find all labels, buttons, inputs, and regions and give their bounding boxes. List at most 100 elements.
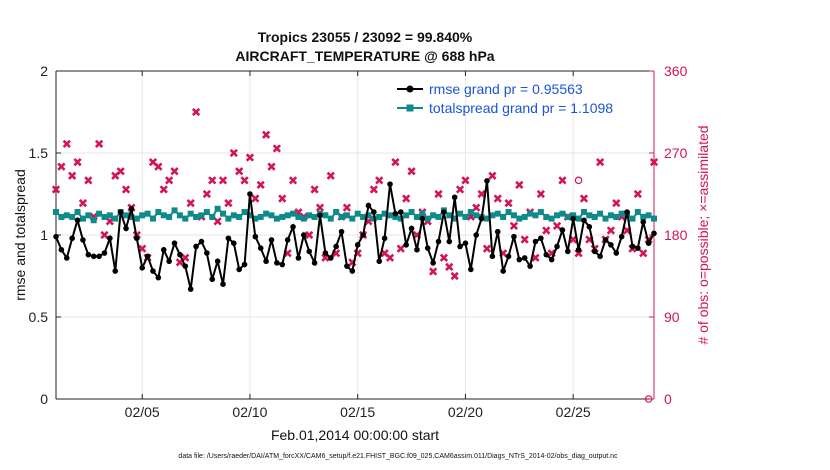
x-axis-label: Feb.01,2014 00:00:00 start bbox=[271, 427, 439, 443]
assimilated-marker-stroke bbox=[380, 249, 389, 258]
rmse-point bbox=[387, 181, 393, 187]
rmse-point bbox=[570, 215, 576, 222]
assimilated-marker-stroke bbox=[439, 253, 449, 262]
y-tick-label-left: 1 bbox=[40, 227, 48, 243]
totalspread-point bbox=[586, 212, 593, 219]
rmse-point bbox=[187, 286, 194, 292]
totalspread-point bbox=[483, 215, 490, 222]
assimilated-marker-stroke bbox=[375, 176, 384, 185]
assimilated-marker bbox=[536, 189, 545, 199]
assimilated-marker-stroke bbox=[569, 235, 578, 244]
assimilated-marker bbox=[461, 176, 470, 185]
rmse-point bbox=[581, 217, 587, 224]
assimilated-marker-stroke bbox=[256, 180, 265, 190]
totalspread-point bbox=[230, 212, 237, 219]
assimilated-marker bbox=[73, 157, 82, 167]
totalspread-point bbox=[171, 207, 178, 214]
assimilated-marker-stroke bbox=[488, 171, 497, 180]
assimilated-markers bbox=[51, 107, 659, 281]
assimilated-marker-stroke bbox=[504, 198, 513, 208]
rmse-point bbox=[435, 238, 442, 245]
totalspread-point bbox=[381, 210, 388, 217]
assimilated-marker bbox=[278, 194, 287, 203]
rmse-point bbox=[521, 255, 528, 261]
rmse-point bbox=[392, 210, 399, 217]
totalspread-point bbox=[236, 213, 243, 220]
possible-marker bbox=[644, 395, 653, 403]
totalspread-point bbox=[424, 215, 431, 222]
totalspread-point bbox=[284, 212, 291, 219]
totalspread-series bbox=[53, 205, 657, 224]
assimilated-marker-stroke bbox=[272, 144, 282, 153]
rmse-point bbox=[468, 266, 474, 273]
assimilated-marker-stroke bbox=[434, 189, 443, 199]
rmse-point bbox=[209, 276, 216, 283]
totalspread-point bbox=[376, 213, 383, 220]
assimilated-marker bbox=[558, 176, 567, 185]
rmse-point bbox=[538, 235, 544, 242]
y-tick-label-right: 360 bbox=[664, 63, 688, 79]
rmse-point bbox=[565, 248, 571, 255]
assimilated-marker bbox=[235, 167, 244, 176]
assimilated-marker bbox=[612, 198, 621, 208]
assimilated-marker bbox=[68, 171, 77, 180]
assimilated-marker bbox=[493, 194, 502, 203]
rmse-point bbox=[284, 237, 291, 243]
totalspread-point bbox=[413, 213, 420, 220]
assimilated-marker-stroke bbox=[326, 171, 335, 180]
rmse-point bbox=[193, 243, 199, 250]
assimilated-marker-stroke bbox=[536, 189, 545, 199]
totalspread-point bbox=[209, 213, 216, 220]
rmse-line bbox=[55, 180, 655, 290]
rmse-point bbox=[381, 235, 388, 242]
assimilated-marker-stroke bbox=[213, 217, 222, 226]
rmse-point bbox=[204, 250, 210, 256]
totalspread-point bbox=[365, 212, 372, 219]
totalspread-point bbox=[241, 209, 248, 216]
assimilated-marker bbox=[310, 185, 319, 194]
assimilated-marker bbox=[305, 230, 314, 240]
rmse-point bbox=[629, 243, 636, 250]
rmse-point bbox=[489, 253, 496, 260]
rmse-point bbox=[349, 268, 356, 274]
assimilated-marker bbox=[428, 267, 438, 276]
rmse-point bbox=[268, 237, 275, 243]
rmse-point bbox=[543, 251, 550, 258]
assimilated-marker-stroke bbox=[208, 176, 217, 185]
rmse-point bbox=[608, 242, 614, 248]
assimilated-marker bbox=[57, 162, 66, 171]
assimilated-marker-stroke bbox=[148, 157, 158, 167]
assimilated-marker bbox=[267, 162, 276, 171]
assimilated-marker bbox=[434, 189, 443, 199]
totalspread-point bbox=[467, 209, 474, 216]
footnote: data file: /Users/raeder/DAI/ATM_forcXX/… bbox=[178, 453, 618, 460]
totalspread-point bbox=[403, 212, 410, 219]
totalspread-point bbox=[505, 209, 512, 216]
totalspread-point bbox=[489, 212, 496, 219]
assimilated-marker-stroke bbox=[396, 244, 405, 253]
assimilated-marker-stroke bbox=[461, 176, 470, 185]
assimilated-marker bbox=[482, 244, 492, 253]
rmse-point bbox=[90, 253, 97, 260]
totalspread-point bbox=[500, 213, 507, 220]
rmse-point bbox=[478, 215, 485, 222]
totalspread-point bbox=[246, 212, 253, 219]
assimilated-marker bbox=[165, 176, 174, 185]
assimilated-marker bbox=[649, 157, 659, 167]
assimilated-marker bbox=[186, 198, 195, 208]
totalspread-point bbox=[591, 213, 598, 220]
totalspread-point bbox=[290, 210, 297, 217]
assimilated-marker bbox=[455, 185, 465, 194]
totalspread-point bbox=[69, 213, 76, 220]
assimilated-marker-stroke bbox=[633, 189, 642, 199]
rmse-point bbox=[198, 238, 205, 245]
assimilated-marker-stroke bbox=[224, 198, 233, 208]
assimilated-marker-stroke bbox=[649, 157, 659, 167]
assimilated-marker bbox=[94, 139, 104, 149]
assimilated-marker bbox=[170, 167, 179, 176]
totalspread-point bbox=[543, 213, 550, 220]
rmse-point bbox=[338, 228, 345, 235]
rmse-point bbox=[430, 260, 436, 266]
totalspread-point bbox=[634, 209, 641, 216]
rmse-point bbox=[263, 258, 269, 265]
